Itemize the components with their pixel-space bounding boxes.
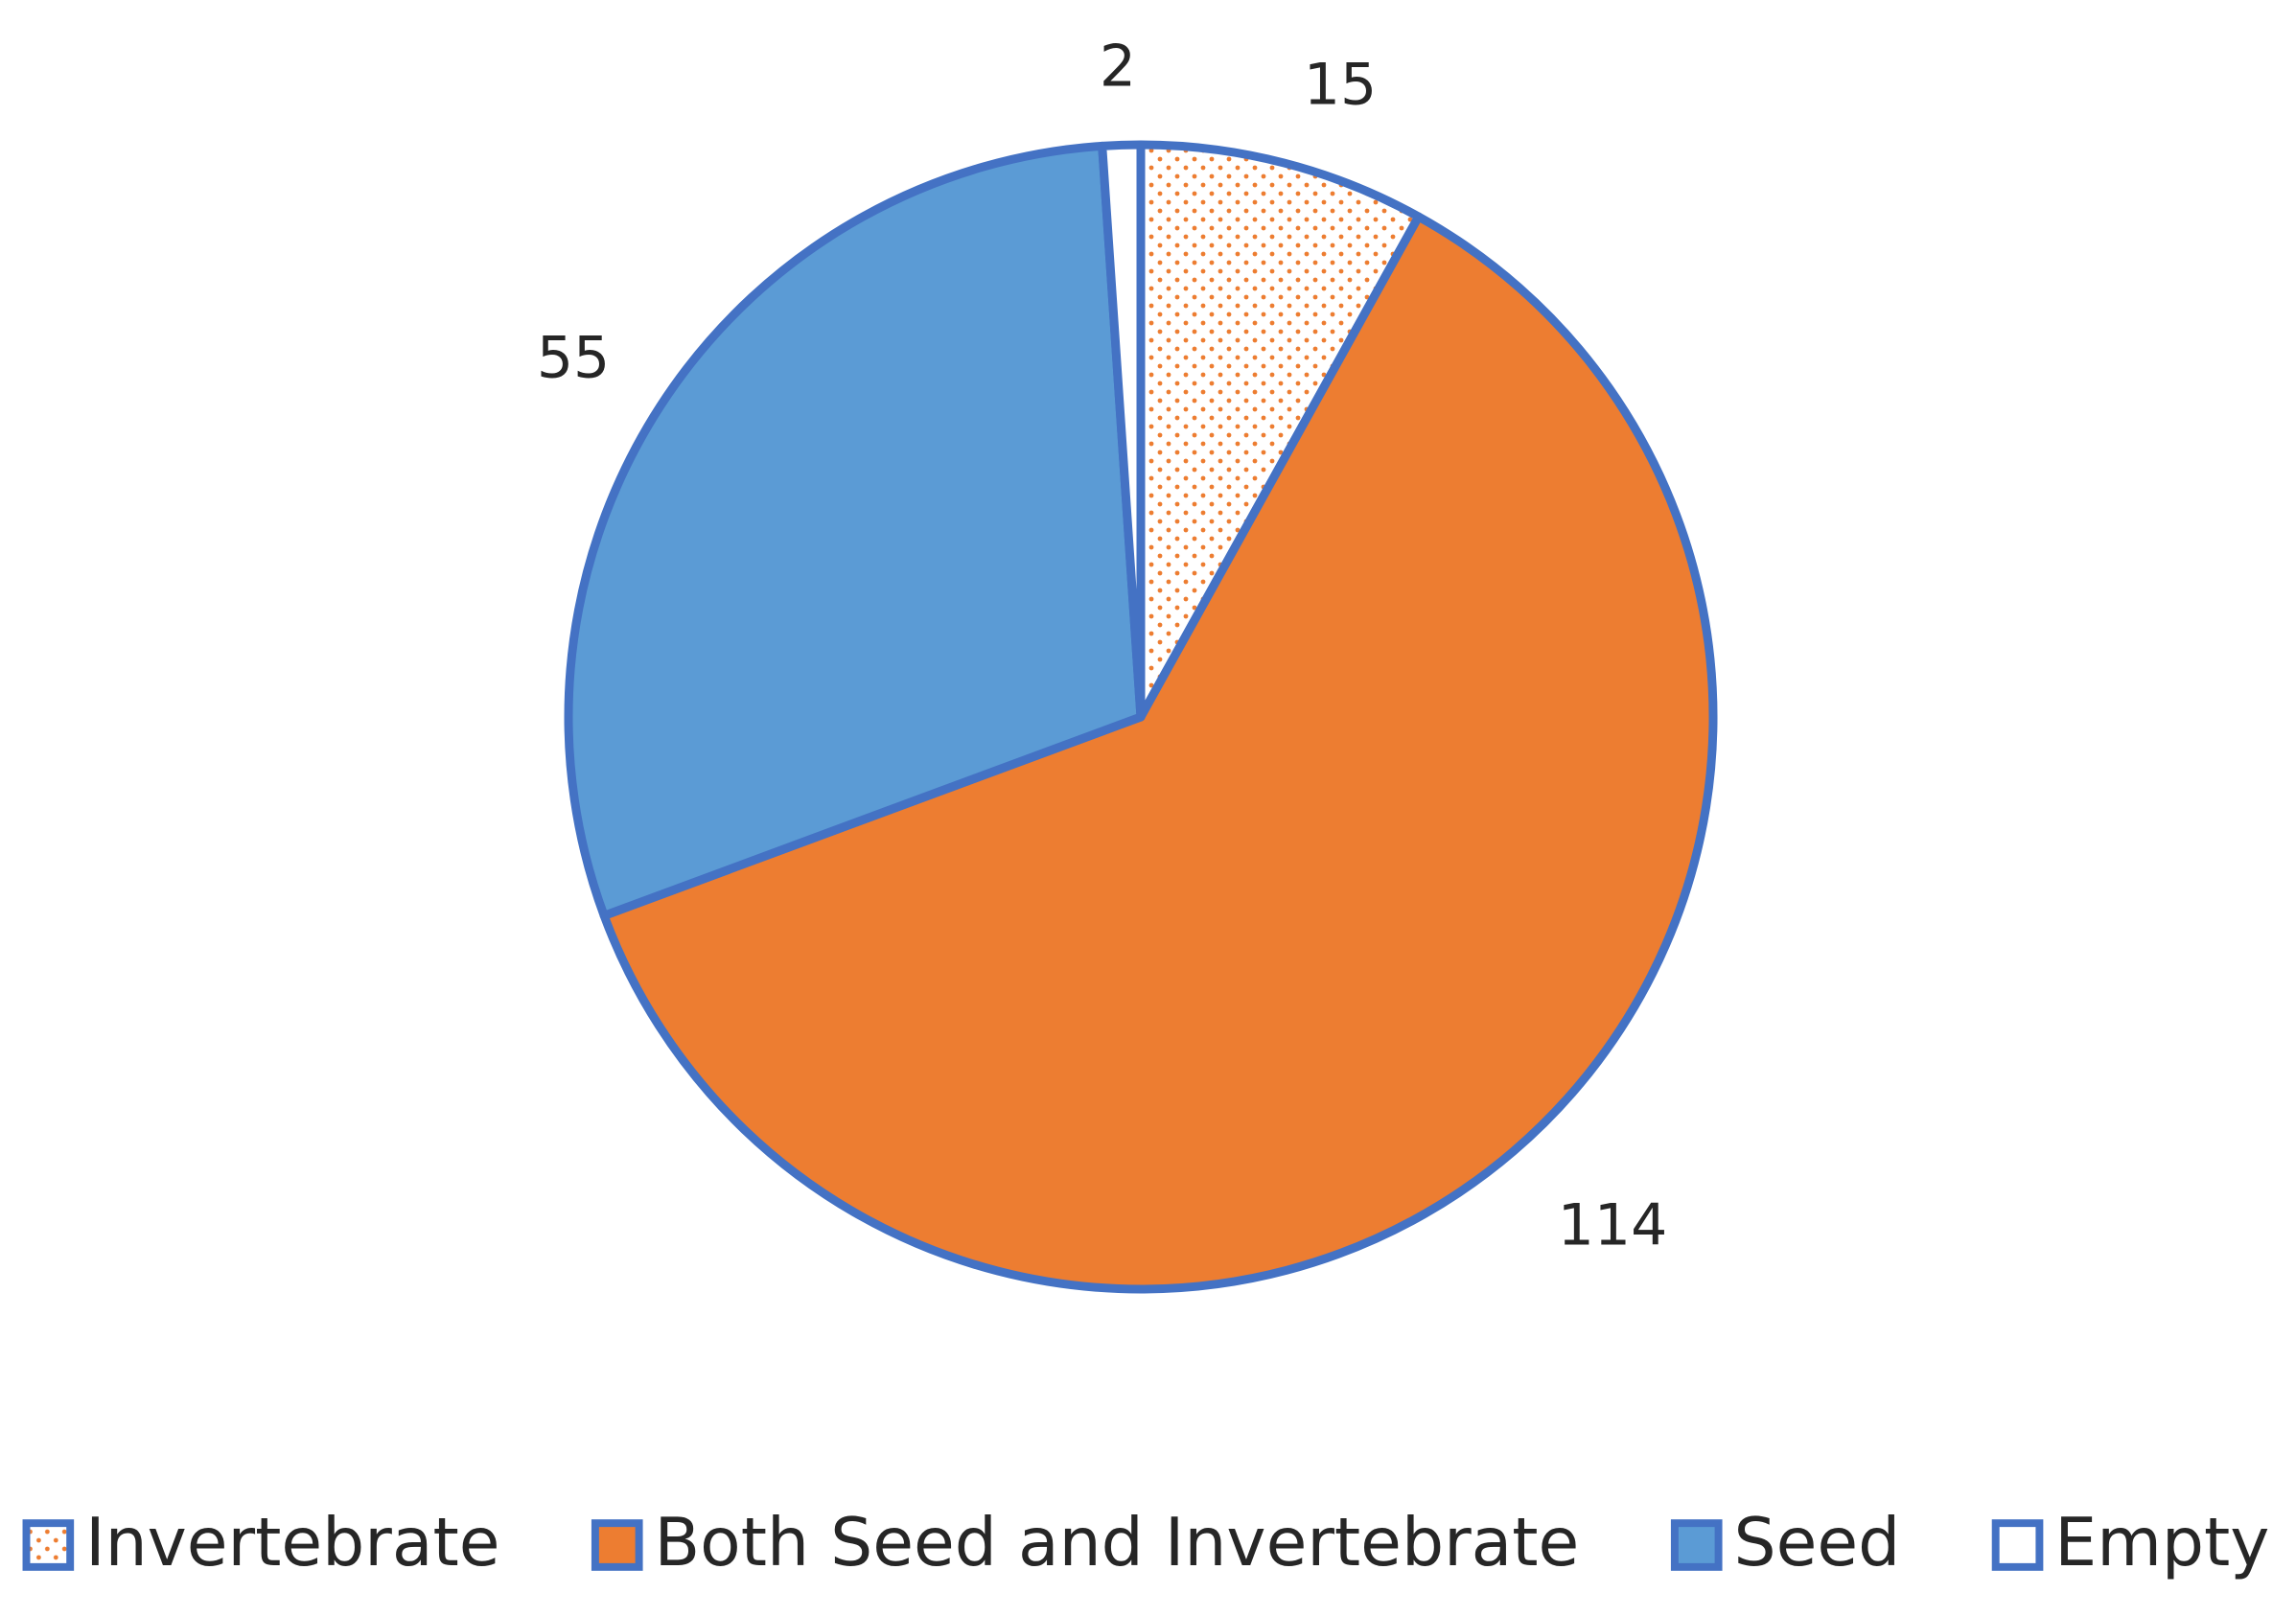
pie-slice-empty xyxy=(1098,140,1146,722)
legend-swatch-empty xyxy=(1991,1519,2044,1571)
slices-layer xyxy=(564,140,1718,1294)
legend-swatch-seed xyxy=(1670,1519,1723,1571)
pie-slice-both-seed-and-invertebrate xyxy=(599,212,1718,1294)
data-label-seed: 55 xyxy=(537,325,610,392)
legend-swatch-invertebrate xyxy=(22,1519,75,1571)
labels-layer: 15 114 55 2 xyxy=(537,34,1667,1259)
pie-slice-seed xyxy=(564,141,1146,920)
data-label-both-seed-and-invertebrate: 114 xyxy=(1558,1192,1668,1259)
legend-item-invertebrate: Invertebrate xyxy=(22,1504,499,1581)
data-label-empty: 2 xyxy=(1100,34,1136,101)
legend-item-both-seed-and-invertebrate: Both Seed and Invertebrate xyxy=(591,1504,1579,1581)
legend-item-empty: Empty xyxy=(1991,1504,2269,1581)
data-label-invertebrate: 15 xyxy=(1304,52,1377,119)
legend: Invertebrate Both Seed and Invertebrate Se… xyxy=(22,1504,2269,1581)
legend-label-seed: Seed xyxy=(1733,1504,1900,1581)
legend-item-seed: Seed xyxy=(1670,1504,1900,1581)
pie-slice-invertebrate xyxy=(1136,140,1424,722)
legend-label-both-seed-and-invertebrate: Both Seed and Invertebrate xyxy=(654,1504,1579,1581)
legend-label-empty: Empty xyxy=(2054,1504,2269,1581)
legend-label-invertebrate: Invertebrate xyxy=(85,1504,499,1581)
legend-swatch-both-seed-and-invertebrate xyxy=(591,1519,643,1571)
